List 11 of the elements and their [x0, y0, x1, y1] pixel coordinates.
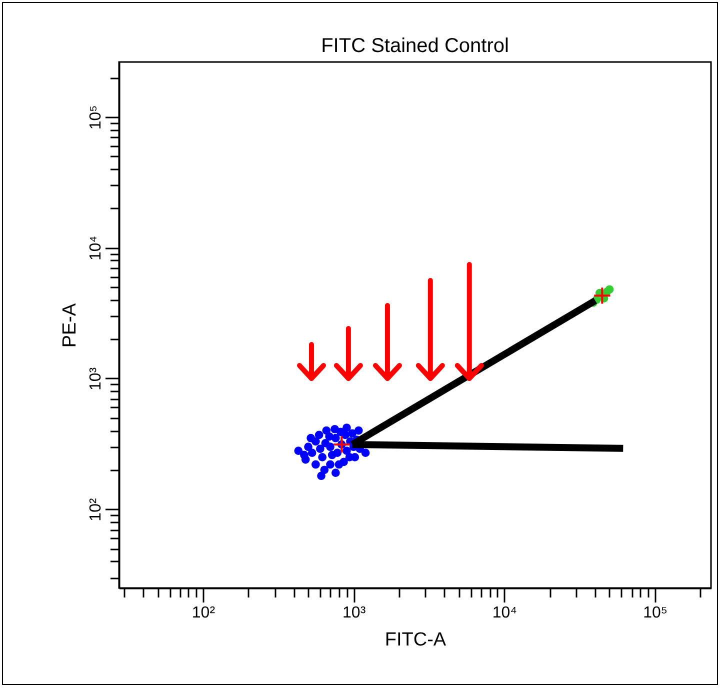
- y-tick-label: 10²: [88, 498, 104, 522]
- y-tick-label: 10⁴: [88, 236, 104, 261]
- chart-title: FITC Stained Control: [321, 35, 509, 57]
- x-tick-label: 10⁴: [492, 604, 518, 622]
- x-tick-label: 10⁵: [643, 604, 668, 622]
- x-tick-label: 10³: [342, 604, 366, 622]
- y-tick-label: 10⁵: [88, 105, 104, 130]
- y-tick-label: 10³: [88, 366, 104, 391]
- x-axis-title: FITC-A: [384, 630, 446, 650]
- x-tick-label: 10²: [192, 604, 216, 622]
- y-axis-title: PE-A: [60, 303, 80, 348]
